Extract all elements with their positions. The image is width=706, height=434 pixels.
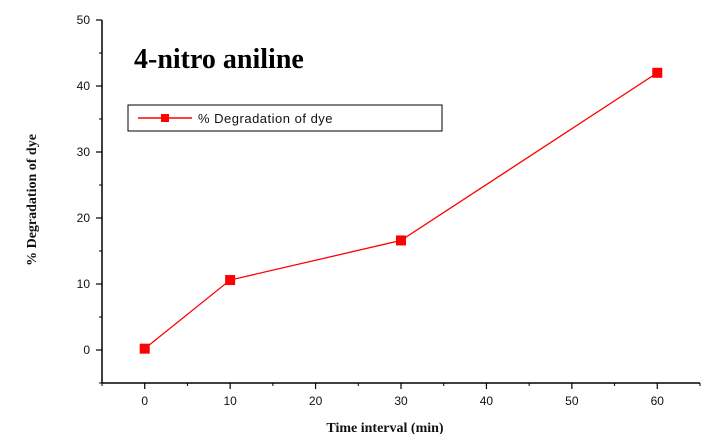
data-point [225, 275, 236, 286]
y-tick-label: 0 [83, 343, 90, 357]
series-layer [139, 67, 663, 354]
x-axis-title: Time interval (min) [326, 421, 444, 434]
legend: % Degradation of dye [127, 104, 443, 132]
data-point [652, 67, 663, 78]
y-tick-label: 40 [77, 79, 91, 93]
legend-marker [161, 114, 169, 122]
x-tick-label: 50 [565, 394, 579, 408]
y-tick-label: 10 [77, 277, 91, 291]
chart-title: 4-nitro aniline [134, 44, 304, 75]
ticks: 0 10 20 30 40 50 0 10 20 30 40 50 60 [77, 13, 701, 408]
legend-label: % Degradation of dye [198, 111, 333, 126]
y-tick-label: 20 [77, 211, 91, 225]
y-tick-label: 30 [77, 145, 91, 159]
series-line [144, 72, 658, 350]
x-tick-label: 60 [651, 394, 665, 408]
x-tick-label: 30 [394, 394, 408, 408]
x-tick-label: 10 [223, 394, 237, 408]
data-point [396, 235, 406, 246]
x-tick-label: 20 [309, 394, 323, 408]
x-tick-label: 40 [480, 394, 494, 408]
y-axis-title: % Degradation of dye [25, 134, 40, 266]
y-tick-label: 50 [77, 13, 91, 27]
data-point [139, 343, 150, 354]
x-tick-label: 0 [141, 394, 148, 408]
